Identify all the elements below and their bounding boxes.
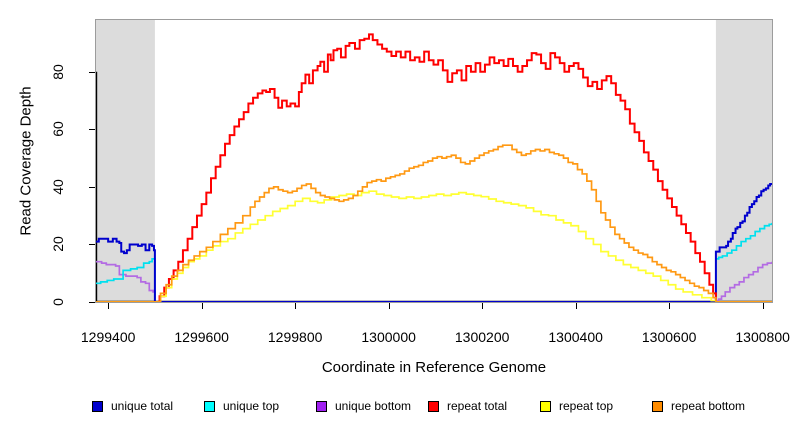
x-tick-label: 1300000 [361, 329, 416, 345]
x-tick-label: 1299600 [174, 329, 229, 345]
legend-item: repeat total [428, 397, 507, 415]
legend-item: unique bottom [316, 397, 411, 415]
legend-label: repeat bottom [671, 399, 746, 413]
legend-swatch-icon [204, 400, 215, 412]
legend-swatch-icon [316, 400, 327, 412]
x-tick [669, 303, 671, 309]
y-tick [89, 129, 95, 131]
legend-label: unique top [223, 399, 280, 413]
y-tick-label: 80 [50, 63, 66, 80]
plot-canvas [96, 20, 772, 302]
x-tick-label: 1300600 [641, 329, 697, 345]
legend-label: repeat top [559, 399, 614, 413]
x-tick [482, 303, 484, 309]
legend-swatch-icon [652, 400, 663, 412]
legend-label: unique bottom [335, 399, 412, 413]
series-unique-total [96, 183, 772, 302]
legend-label: unique total [111, 399, 174, 413]
legend-item: repeat bottom [652, 397, 745, 415]
legend-item: unique total [92, 397, 173, 415]
x-tick [201, 303, 203, 309]
x-tick [388, 303, 390, 309]
legend-swatch-icon [540, 400, 551, 412]
y-tick [89, 186, 95, 188]
x-tick-label: 1300400 [548, 329, 603, 345]
masked-region [96, 20, 155, 302]
x-tick [575, 303, 577, 309]
series-unique-top [96, 222, 772, 302]
x-tick [295, 303, 297, 309]
y-tick [89, 71, 95, 73]
y-axis-title: Read Coverage Depth [17, 86, 35, 236]
y-tick-label: 0 [50, 298, 66, 306]
x-tick-label: 1300200 [454, 329, 510, 345]
x-tick-label: 1300800 [735, 329, 790, 345]
legend: unique total unique top unique bottom repea… [0, 397, 792, 415]
legend-swatch-icon [92, 400, 103, 412]
y-tick-label: 40 [50, 179, 66, 195]
y-tick-label: 60 [50, 121, 66, 138]
series-repeat-top [96, 190, 772, 302]
series-repeat-bottom [96, 144, 772, 302]
y-tick-label: 20 [50, 236, 66, 253]
series-unique-bottom [96, 260, 772, 302]
x-tick-label: 1299400 [80, 329, 136, 345]
x-tick-label: 1299800 [267, 329, 323, 345]
legend-item: repeat top [540, 397, 613, 415]
y-tick [89, 244, 95, 246]
plot-area [95, 19, 773, 303]
legend-swatch-icon [428, 400, 439, 412]
series-repeat-total [96, 33, 772, 302]
legend-label: repeat total [447, 399, 508, 413]
x-tick [762, 303, 764, 309]
x-tick [108, 303, 110, 309]
y-tick [89, 302, 95, 303]
x-axis-title: Coordinate in Reference Genome [321, 359, 547, 376]
legend-item: unique top [204, 397, 279, 415]
masked-region [715, 20, 772, 302]
